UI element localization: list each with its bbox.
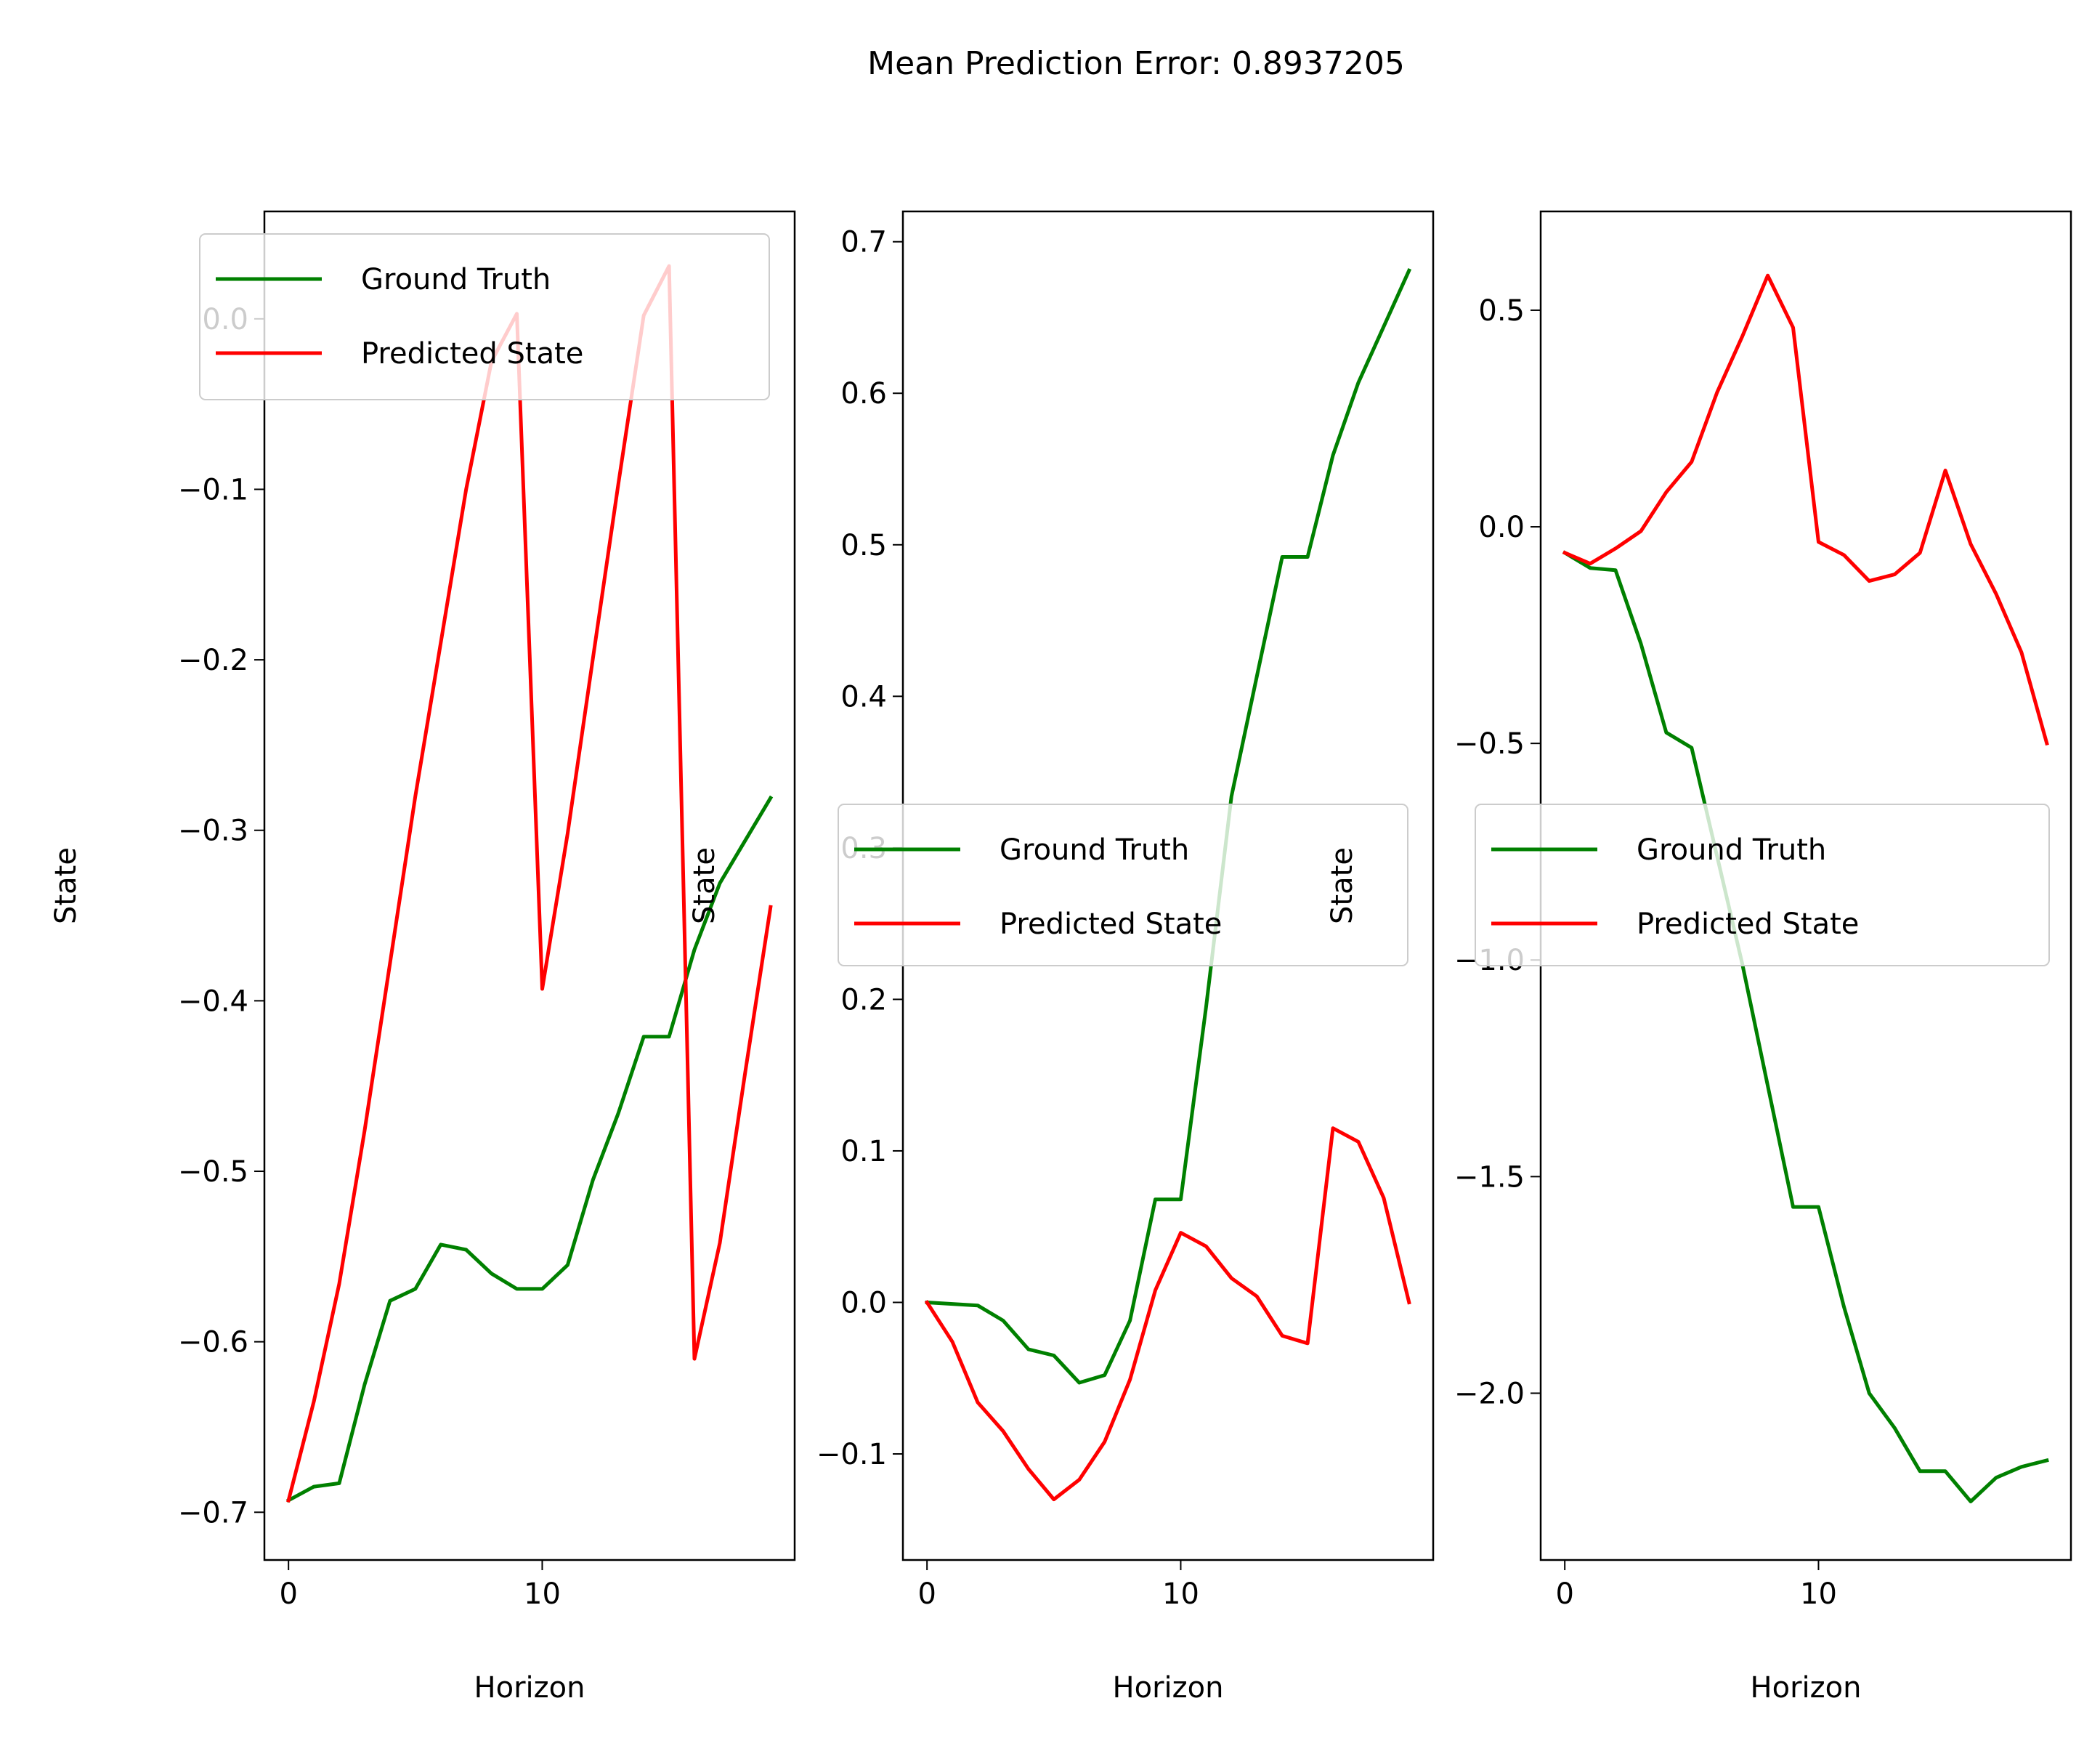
y-tick-label: 0.6 xyxy=(840,377,887,411)
y-tick-label: 0.0 xyxy=(840,1286,887,1319)
series-line-ground-truth xyxy=(1562,550,2049,1503)
series-line-ground-truth xyxy=(925,267,1412,1385)
legend-label: Ground Truth xyxy=(361,263,551,296)
y-tick-label: 0.7 xyxy=(840,226,887,259)
y-tick-label: −0.3 xyxy=(178,815,248,848)
x-axis-label: Horizon xyxy=(474,1671,585,1705)
legend: Ground Truth Predicted State xyxy=(199,233,770,400)
subplot-1: 0100.0−0.1−0.2−0.3−0.4−0.5−0.6−0.7Horizo… xyxy=(49,210,796,1705)
y-tick-label: −0.5 xyxy=(1454,727,1525,761)
x-tick-label: 10 xyxy=(1800,1577,1837,1611)
x-tick-label: 0 xyxy=(917,1577,936,1611)
y-tick-label: −2.0 xyxy=(1454,1377,1525,1410)
series-line-predicted-state xyxy=(286,264,773,1503)
y-tick-label: −0.5 xyxy=(178,1155,248,1189)
figure-title: Mean Prediction Error: 0.8937205 xyxy=(867,45,1405,82)
legend-label: Predicted State xyxy=(1000,908,1222,941)
y-tick-label: −0.7 xyxy=(178,1496,248,1529)
legend-label: Ground Truth xyxy=(1000,833,1189,867)
legend-label: Ground Truth xyxy=(1637,833,1826,867)
legend-box xyxy=(838,804,1408,966)
legend-label: Predicted State xyxy=(1637,908,1859,941)
axes-frame xyxy=(263,210,796,1561)
series-line-ground-truth xyxy=(285,795,774,1503)
y-tick-label: 0.5 xyxy=(1478,294,1525,328)
y-tick-label: −0.6 xyxy=(178,1326,248,1359)
x-axis-label: Horizon xyxy=(1113,1671,1224,1705)
legend-label: Predicted State xyxy=(361,337,583,371)
y-axis-label: State xyxy=(49,847,83,924)
x-tick-label: 0 xyxy=(1555,1577,1573,1611)
x-tick-label: 10 xyxy=(1162,1577,1199,1611)
y-tick-label: −0.2 xyxy=(178,644,248,677)
y-tick-label: −0.1 xyxy=(178,473,248,506)
subplot-3: 0100.50.0−0.5−1.0−1.5−2.0HorizonStateGro… xyxy=(1326,210,2072,1705)
legend-box xyxy=(1475,804,2050,966)
y-tick-label: 0.5 xyxy=(840,529,887,562)
legend: Ground Truth Predicted State xyxy=(838,804,1408,966)
y-tick-label: −0.1 xyxy=(816,1438,887,1471)
y-tick-label: 0.4 xyxy=(840,680,887,714)
series-line-predicted-state xyxy=(1562,273,2049,746)
legend-box xyxy=(199,233,770,400)
y-axis-label: State xyxy=(1326,847,1359,924)
x-tick-label: 0 xyxy=(279,1577,297,1611)
y-tick-label: −1.5 xyxy=(1454,1160,1525,1194)
y-tick-label: 0.0 xyxy=(1478,511,1525,544)
series-line-predicted-state xyxy=(924,1126,1411,1502)
y-axis-label: State xyxy=(688,847,721,924)
y-tick-label: −0.4 xyxy=(178,985,248,1018)
subplot-2: 0100.70.60.50.40.30.20.10.0−0.1HorizonSt… xyxy=(688,210,1435,1705)
x-axis-label: Horizon xyxy=(1751,1671,1862,1705)
x-tick-label: 10 xyxy=(524,1577,561,1611)
y-tick-label: 0.1 xyxy=(840,1135,887,1168)
y-tick-label: 0.2 xyxy=(840,983,887,1017)
subplot-grid: 0 10 0.0 −0.1 −0.2 −0.3 −0.4 −0.5 −0.6 −0.7 Horizo… xyxy=(49,210,2072,1705)
legend: Ground Truth Predicted State xyxy=(1475,804,2050,966)
